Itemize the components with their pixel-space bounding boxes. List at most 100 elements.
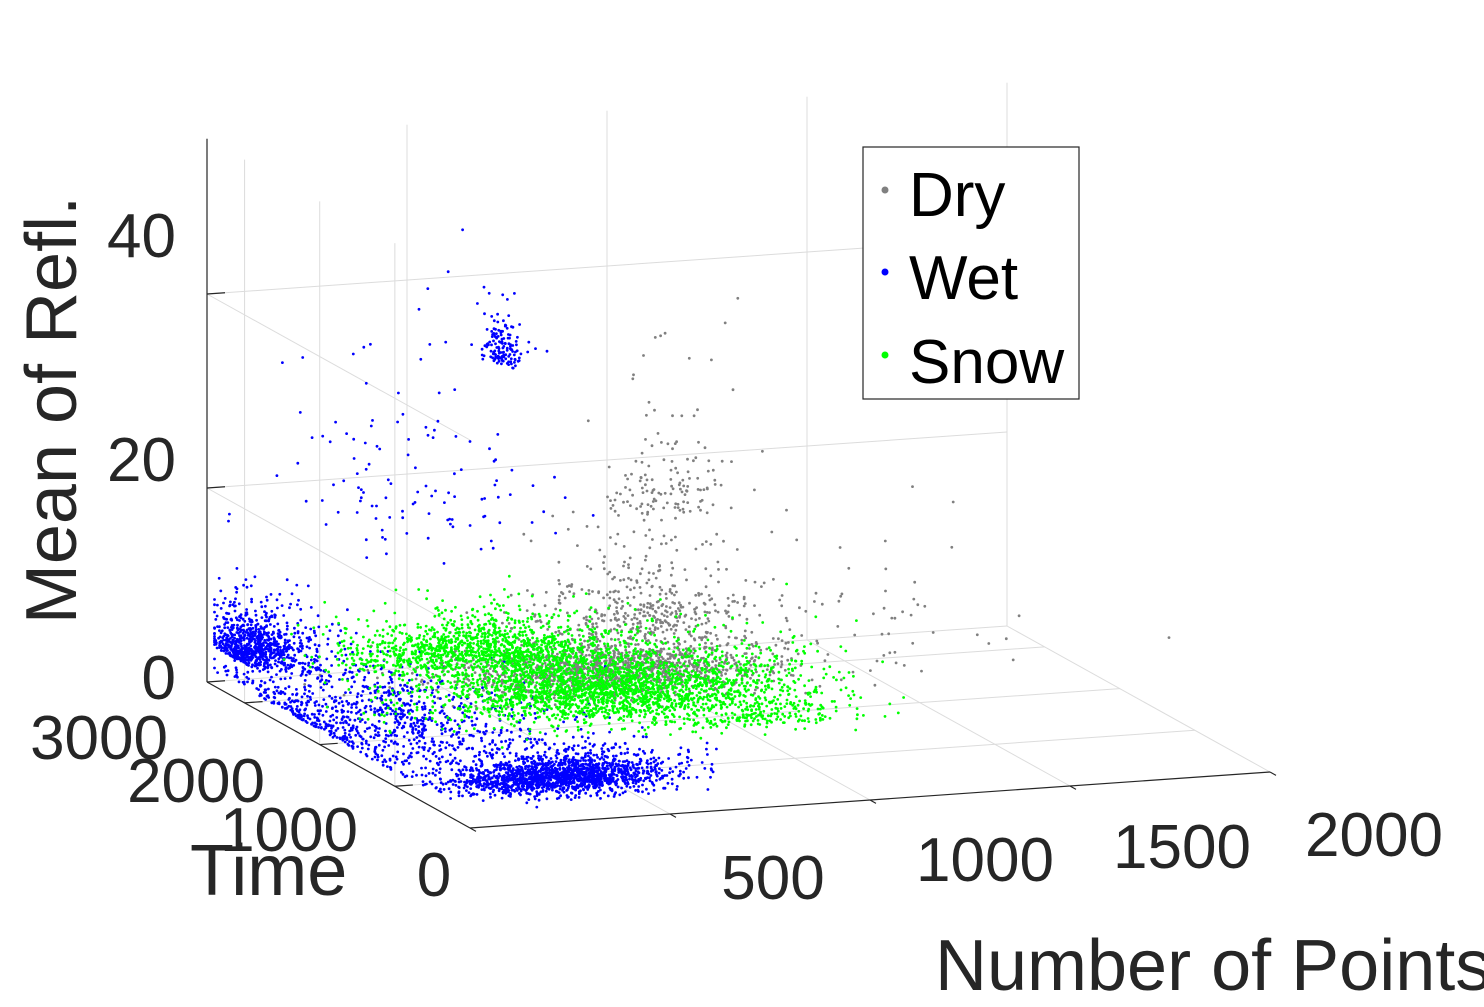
data-point-dry xyxy=(620,600,624,603)
data-point-dry xyxy=(613,627,616,631)
data-point-wet xyxy=(584,777,587,781)
data-point-wet xyxy=(530,773,534,777)
data-point-wet xyxy=(478,782,482,786)
data-point-wet xyxy=(218,635,222,639)
data-point-dry xyxy=(619,492,622,496)
data-point-wet xyxy=(570,758,574,762)
data-point-wet xyxy=(630,761,634,764)
data-point-dry xyxy=(551,514,555,518)
data-point-dry xyxy=(777,637,780,641)
data-point-wet xyxy=(479,764,483,768)
data-point-wet xyxy=(611,779,615,783)
data-point-dry xyxy=(635,507,638,511)
data-point-wet xyxy=(544,773,548,777)
data-point-dry xyxy=(642,610,646,614)
data-point-wet xyxy=(687,764,691,767)
data-point-wet xyxy=(524,774,528,777)
data-point-dry xyxy=(658,564,661,567)
data-point-dry xyxy=(546,628,550,631)
data-point-dry xyxy=(595,625,599,629)
data-point-wet xyxy=(580,767,584,771)
data-point-dry xyxy=(624,474,627,477)
data-point-dry xyxy=(586,419,590,423)
data-point-wet xyxy=(410,775,414,778)
data-point-wet xyxy=(677,774,681,778)
data-point-wet xyxy=(484,783,488,786)
data-point-wet xyxy=(484,751,488,755)
data-point-wet xyxy=(587,758,590,762)
data-point-wet xyxy=(559,784,562,788)
data-point-dry xyxy=(626,596,629,600)
data-point-dry xyxy=(660,542,663,546)
data-point-dry xyxy=(681,507,685,511)
data-point-wet xyxy=(247,652,251,656)
data-point-dry xyxy=(644,483,647,487)
data-point-dry xyxy=(614,644,617,648)
data-point-wet xyxy=(449,797,452,800)
data-point-dry xyxy=(724,626,728,630)
data-point-wet xyxy=(618,793,622,797)
data-point-dry xyxy=(509,593,513,597)
data-point-dry xyxy=(642,614,645,618)
data-point-wet xyxy=(428,780,432,784)
data-point-wet xyxy=(434,755,438,758)
data-point-dry xyxy=(725,567,728,571)
data-point-dry xyxy=(659,647,663,651)
data-point-wet xyxy=(412,738,416,741)
data-point-wet xyxy=(705,741,709,745)
data-point-wet xyxy=(397,707,401,711)
data-point-wet xyxy=(409,751,413,755)
data-point-dry xyxy=(650,478,654,482)
data-point-wet xyxy=(652,788,656,792)
data-point-wet xyxy=(216,603,219,607)
data-point-wet xyxy=(574,794,578,797)
data-point-dry xyxy=(606,495,609,499)
data-point-dry xyxy=(710,358,713,362)
data-point-wet xyxy=(522,781,525,784)
data-point-wet xyxy=(420,722,423,726)
data-point-dry xyxy=(632,595,636,599)
data-point-wet xyxy=(380,754,384,758)
data-point-dry xyxy=(558,582,561,586)
data-point-wet xyxy=(247,657,251,661)
data-point-dry xyxy=(710,648,714,652)
data-point-wet xyxy=(453,779,457,783)
data-point-dry xyxy=(795,538,799,542)
data-point-dry xyxy=(534,676,538,680)
data-point-dry xyxy=(670,538,673,542)
data-point-wet xyxy=(478,776,482,780)
data-point-wet xyxy=(342,721,345,725)
data-point-dry xyxy=(597,617,600,620)
data-point-wet xyxy=(257,628,261,631)
data-point-wet xyxy=(453,719,457,723)
data-point-wet xyxy=(429,679,433,683)
data-point-wet xyxy=(510,788,514,792)
data-point-dry xyxy=(783,668,787,672)
data-point-dry xyxy=(888,651,892,655)
data-point-wet xyxy=(674,765,678,769)
data-point-wet xyxy=(428,747,432,750)
data-point-wet xyxy=(686,756,690,760)
data-point-wet xyxy=(271,680,275,684)
data-point-dry xyxy=(675,590,678,594)
data-point-wet xyxy=(445,741,449,744)
data-point-dry xyxy=(557,560,561,564)
data-point-wet xyxy=(552,774,556,778)
data-point-wet xyxy=(703,767,707,770)
data-point-dry xyxy=(731,600,735,603)
data-point-wet xyxy=(635,773,639,777)
data-point-dry xyxy=(616,662,620,666)
data-point-wet xyxy=(588,762,591,766)
data-point-wet xyxy=(431,737,434,741)
data-point-dry xyxy=(626,614,630,617)
data-point-dry xyxy=(703,635,707,639)
data-point-wet xyxy=(449,790,453,794)
data-point-wet xyxy=(532,759,536,763)
data-point-dry xyxy=(654,610,658,614)
data-point-dry xyxy=(640,511,644,515)
data-point-dry xyxy=(589,567,593,571)
data-point-wet xyxy=(506,780,510,783)
data-point-wet xyxy=(527,798,531,801)
data-point-dry xyxy=(665,628,669,632)
data-point-wet xyxy=(592,753,596,757)
